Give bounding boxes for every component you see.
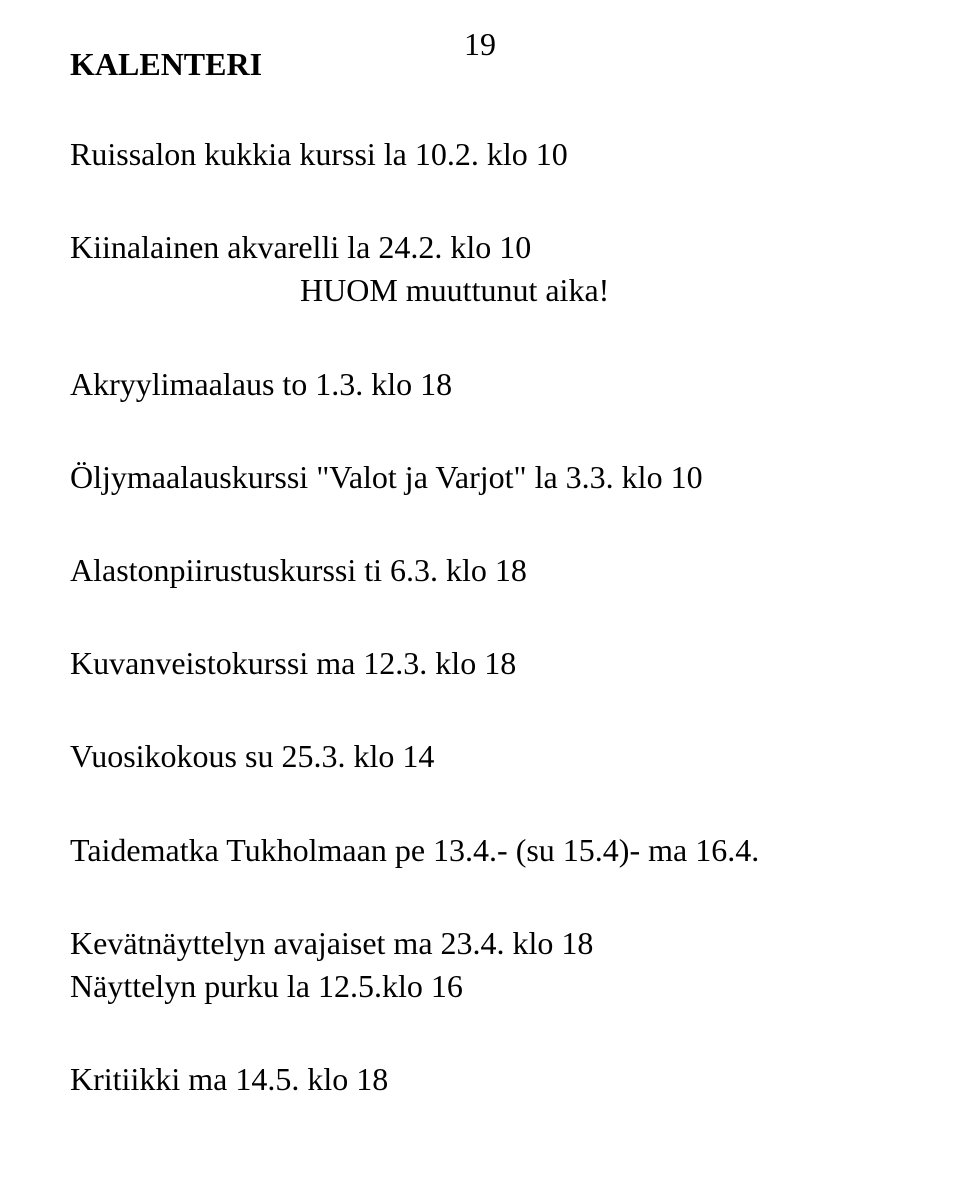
calendar-entry: Kiinalainen akvarelli la 24.2. klo 10 HU… [70, 226, 890, 312]
calendar-entry: Taidematka Tukholmaan pe 13.4.- (su 15.4… [70, 829, 890, 872]
entry-text: Ruissalon kukkia kurssi la 10.2. klo 10 [70, 136, 568, 172]
entry-text: Taidematka Tukholmaan pe 13.4.- (su 15.4… [70, 832, 759, 868]
calendar-entry: Akryylimaalaus to 1.3. klo 18 [70, 363, 890, 406]
page-number: 19 [0, 26, 960, 63]
entry-text-line2: Näyttelyn purku la 12.5.klo 16 [70, 965, 890, 1008]
entry-text: Kiinalainen akvarelli la 24.2. klo 10 [70, 229, 531, 265]
entry-text: Alastonpiirustuskurssi ti 6.3. klo 18 [70, 552, 527, 588]
entry-text: Kuvanveistokurssi ma 12.3. klo 18 [70, 645, 516, 681]
entry-note: HUOM muuttunut aika! [70, 269, 890, 312]
entry-text: Kritiikki ma 14.5. klo 18 [70, 1061, 388, 1097]
calendar-entry: Alastonpiirustuskurssi ti 6.3. klo 18 [70, 549, 890, 592]
entry-text: Kevätnäyttelyn avajaiset ma 23.4. klo 18 [70, 925, 593, 961]
calendar-entry: Kritiikki ma 14.5. klo 18 [70, 1058, 890, 1101]
entry-text: Öljymaalauskurssi "Valot ja Varjot" la 3… [70, 459, 703, 495]
calendar-entry: Öljymaalauskurssi "Valot ja Varjot" la 3… [70, 456, 890, 499]
entry-text: Akryylimaalaus to 1.3. klo 18 [70, 366, 452, 402]
calendar-entry: Vuosikokous su 25.3. klo 14 [70, 735, 890, 778]
page: 19 KALENTERI Ruissalon kukkia kurssi la … [0, 0, 960, 1195]
calendar-entry: Ruissalon kukkia kurssi la 10.2. klo 10 [70, 133, 890, 176]
calendar-entry: Kevätnäyttelyn avajaiset ma 23.4. klo 18… [70, 922, 890, 1008]
calendar-entry: Kuvanveistokurssi ma 12.3. klo 18 [70, 642, 890, 685]
entry-text: Vuosikokous su 25.3. klo 14 [70, 738, 434, 774]
